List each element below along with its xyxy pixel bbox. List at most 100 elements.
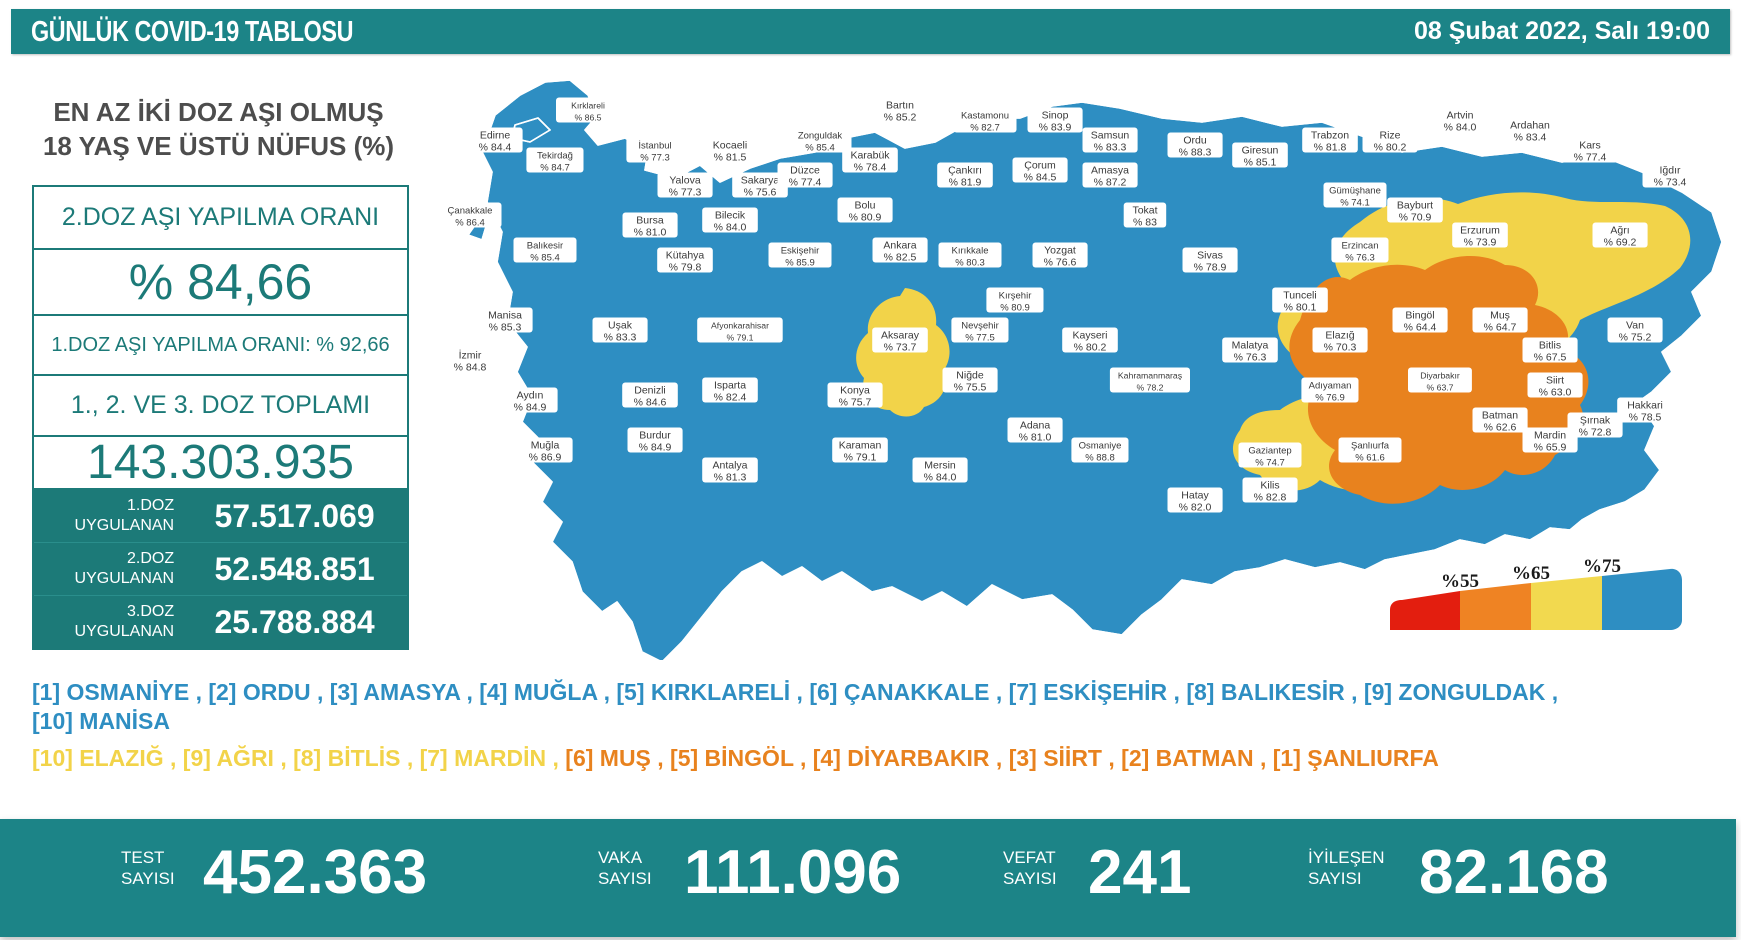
svg-text:% 81.8: % 81.8 [1314, 142, 1347, 154]
svg-text:Ankara: Ankara [883, 240, 916, 252]
svg-text:Manisa: Manisa [488, 310, 522, 322]
svg-text:% 70.9: % 70.9 [1399, 212, 1432, 224]
svg-text:% 86.9: % 86.9 [529, 452, 562, 464]
svg-text:% 84.0: % 84.0 [924, 472, 957, 484]
svg-text:Isparta: Isparta [714, 380, 746, 392]
svg-text:Osmaniye: Osmaniye [1079, 441, 1122, 452]
svg-text:Bursa: Bursa [636, 215, 664, 227]
svg-text:% 82.8: % 82.8 [1254, 492, 1287, 504]
svg-text:Karabük: Karabük [850, 150, 890, 162]
svg-text:Aydın: Aydın [517, 390, 544, 402]
svg-text:Elazığ: Elazığ [1325, 330, 1354, 342]
svg-text:% 79.1: % 79.1 [726, 333, 753, 343]
svg-text:Diyarbakır: Diyarbakır [1420, 371, 1460, 381]
svg-text:% 73.7: % 73.7 [884, 342, 917, 354]
svg-text:Kilis: Kilis [1260, 480, 1279, 492]
svg-text:% 83.9: % 83.9 [1039, 122, 1072, 134]
svg-text:% 84.8: % 84.8 [454, 362, 487, 374]
svg-text:İstanbul: İstanbul [638, 141, 671, 152]
svg-text:Giresun: Giresun [1242, 145, 1279, 157]
svg-text:Kayseri: Kayseri [1072, 330, 1107, 342]
svg-text:% 61.6: % 61.6 [1355, 453, 1385, 464]
svg-text:Aksaray: Aksaray [881, 330, 920, 342]
svg-text:% 63.0: % 63.0 [1539, 387, 1572, 399]
svg-text:Sivas: Sivas [1197, 250, 1223, 262]
svg-text:% 85.3: % 85.3 [489, 322, 522, 334]
svg-text:% 85.1: % 85.1 [1244, 157, 1277, 169]
svg-text:% 84.7: % 84.7 [540, 163, 570, 174]
svg-text:Siirt: Siirt [1546, 375, 1564, 387]
svg-text:Adana: Adana [1020, 420, 1051, 432]
svg-text:% 87.2: % 87.2 [1094, 177, 1127, 189]
svg-text:% 76.3: % 76.3 [1234, 352, 1267, 364]
svg-text:Şanlıurfa: Şanlıurfa [1351, 441, 1390, 452]
svg-text:% 75.5: % 75.5 [954, 382, 987, 394]
svg-text:Kahramanmaraş: Kahramanmaraş [1118, 371, 1183, 381]
svg-text:Mersin: Mersin [924, 460, 956, 472]
svg-text:% 76.9: % 76.9 [1315, 393, 1345, 404]
svg-text:% 80.9: % 80.9 [849, 212, 882, 224]
svg-text:Afyonkarahisar: Afyonkarahisar [711, 321, 769, 331]
svg-text:Denizli: Denizli [634, 385, 666, 397]
svg-text:% 76.3: % 76.3 [1345, 253, 1375, 264]
svg-text:% 77.4: % 77.4 [1574, 152, 1607, 164]
svg-text:Çorum: Çorum [1024, 160, 1056, 172]
svg-text:% 84.4: % 84.4 [479, 142, 512, 154]
svg-text:% 82.7: % 82.7 [970, 123, 1000, 134]
svg-text:Bayburt: Bayburt [1397, 200, 1433, 212]
svg-text:Erzincan: Erzincan [1342, 241, 1379, 252]
svg-text:% 82.4: % 82.4 [714, 392, 747, 404]
svg-text:% 83.3: % 83.3 [604, 332, 637, 344]
svg-text:% 80.1: % 80.1 [1284, 302, 1317, 314]
svg-text:Burdur: Burdur [639, 430, 671, 442]
svg-text:% 73.4: % 73.4 [1654, 177, 1687, 189]
svg-text:Kırşehir: Kırşehir [999, 291, 1032, 302]
svg-text:Gümüşhane: Gümüşhane [1329, 186, 1381, 197]
svg-text:% 62.6: % 62.6 [1484, 422, 1517, 434]
svg-text:Van: Van [1626, 320, 1644, 332]
svg-text:Rize: Rize [1379, 130, 1400, 142]
svg-text:Sinop: Sinop [1042, 110, 1069, 122]
svg-text:% 77.5: % 77.5 [965, 333, 995, 344]
svg-text:Çanakkale: Çanakkale [448, 206, 493, 217]
svg-text:% 65.9: % 65.9 [1534, 442, 1567, 454]
svg-text:Yalova: Yalova [669, 175, 700, 187]
svg-text:Bilecik: Bilecik [715, 210, 746, 222]
svg-text:Muş: Muş [1490, 310, 1510, 322]
svg-text:% 84.9: % 84.9 [639, 442, 672, 454]
svg-text:% 73.9: % 73.9 [1464, 237, 1497, 249]
svg-text:% 74.1: % 74.1 [1340, 198, 1370, 209]
svg-text:% 81.0: % 81.0 [634, 227, 667, 239]
svg-text:% 84.5: % 84.5 [1024, 172, 1057, 184]
svg-text:% 78.9: % 78.9 [1194, 262, 1227, 274]
svg-text:% 83.4: % 83.4 [1514, 132, 1547, 144]
svg-text:% 75.6: % 75.6 [744, 187, 777, 199]
svg-text:Bolu: Bolu [854, 200, 875, 212]
svg-text:Bingöl: Bingöl [1405, 310, 1434, 322]
svg-text:% 80.2: % 80.2 [1374, 142, 1407, 154]
svg-text:% 84.0: % 84.0 [1444, 122, 1477, 134]
svg-text:% 86.4: % 86.4 [455, 218, 485, 229]
svg-text:Trabzon: Trabzon [1311, 130, 1349, 142]
svg-text:Erzurum: Erzurum [1460, 225, 1500, 237]
svg-text:% 75.7: % 75.7 [839, 397, 872, 409]
svg-text:% 83.3: % 83.3 [1094, 142, 1127, 154]
svg-text:Bitlis: Bitlis [1539, 340, 1561, 352]
svg-text:Çankırı: Çankırı [948, 165, 982, 177]
svg-text:Ardahan: Ardahan [1510, 120, 1550, 132]
svg-text:% 72.8: % 72.8 [1579, 427, 1612, 439]
svg-text:% 81.0: % 81.0 [1019, 432, 1052, 444]
svg-text:Eskişehir: Eskişehir [781, 246, 820, 257]
svg-text:Tekirdağ: Tekirdağ [537, 151, 573, 162]
svg-text:Gaziantep: Gaziantep [1248, 446, 1291, 457]
svg-text:% 82.5: % 82.5 [884, 252, 917, 264]
svg-text:% 80.3: % 80.3 [955, 258, 985, 269]
svg-text:% 75.2: % 75.2 [1619, 332, 1652, 344]
svg-text:% 82.0: % 82.0 [1179, 502, 1212, 514]
svg-text:Bartın: Bartın [886, 100, 914, 112]
svg-text:% 63.7: % 63.7 [1426, 383, 1453, 393]
svg-text:% 69.2: % 69.2 [1604, 237, 1637, 249]
svg-text:% 83: % 83 [1133, 217, 1157, 229]
svg-text:Adıyaman: Adıyaman [1309, 381, 1352, 392]
svg-text:Amasya: Amasya [1091, 165, 1129, 177]
